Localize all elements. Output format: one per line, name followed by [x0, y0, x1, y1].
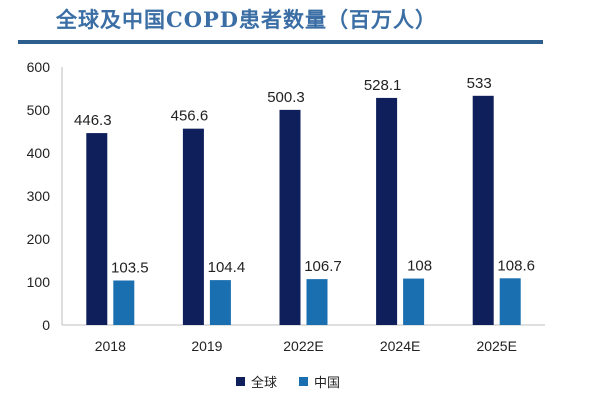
data-label-china: 108.6 [497, 257, 535, 274]
x-tick-label: 2025E [476, 338, 516, 354]
y-tick-label: 400 [27, 145, 51, 161]
data-label-global: 533 [467, 75, 492, 92]
data-label-global: 528.1 [364, 77, 402, 94]
data-label-china: 104.4 [208, 259, 246, 276]
data-label-global: 500.3 [267, 89, 305, 106]
bar-global [182, 128, 204, 325]
legend-label-china: 中国 [314, 376, 341, 391]
bar-china [403, 278, 425, 325]
legend-item-global: 全球 [236, 372, 277, 391]
data-label-china: 108 [407, 258, 432, 275]
y-tick-label: 500 [27, 102, 51, 118]
x-tick-label: 2019 [191, 338, 222, 354]
legend-swatch-global [236, 377, 245, 386]
bar-global [376, 97, 398, 326]
y-tick-label: 200 [27, 231, 51, 247]
legend: 全球 中国 [236, 372, 362, 391]
data-label-global: 456.6 [171, 108, 209, 125]
bar-china [209, 280, 231, 325]
title-underline [18, 40, 543, 44]
x-tick-label: 2024E [380, 338, 420, 354]
data-label-global: 446.3 [74, 112, 112, 129]
legend-label-global: 全球 [251, 376, 278, 391]
chart-title: 全球及中国COPD患者数量（百万人） [56, 7, 438, 32]
y-tick-label: 100 [27, 274, 51, 290]
y-tick-label: 300 [27, 188, 51, 204]
data-label-china: 103.5 [111, 259, 149, 276]
legend-item-china: 中国 [299, 372, 340, 391]
bar-china [113, 280, 135, 325]
bar-china [499, 278, 521, 325]
x-tick-label: 2022E [283, 338, 323, 354]
y-tick-label: 600 [27, 59, 51, 75]
bar-china [306, 279, 328, 325]
bar-global [472, 95, 494, 325]
bar-global [86, 133, 108, 325]
bar-global [279, 109, 301, 325]
legend-swatch-china [299, 377, 309, 386]
data-label-china: 106.7 [304, 258, 342, 275]
y-tick-label: 0 [42, 317, 50, 333]
x-tick-label: 2018 [95, 338, 126, 354]
